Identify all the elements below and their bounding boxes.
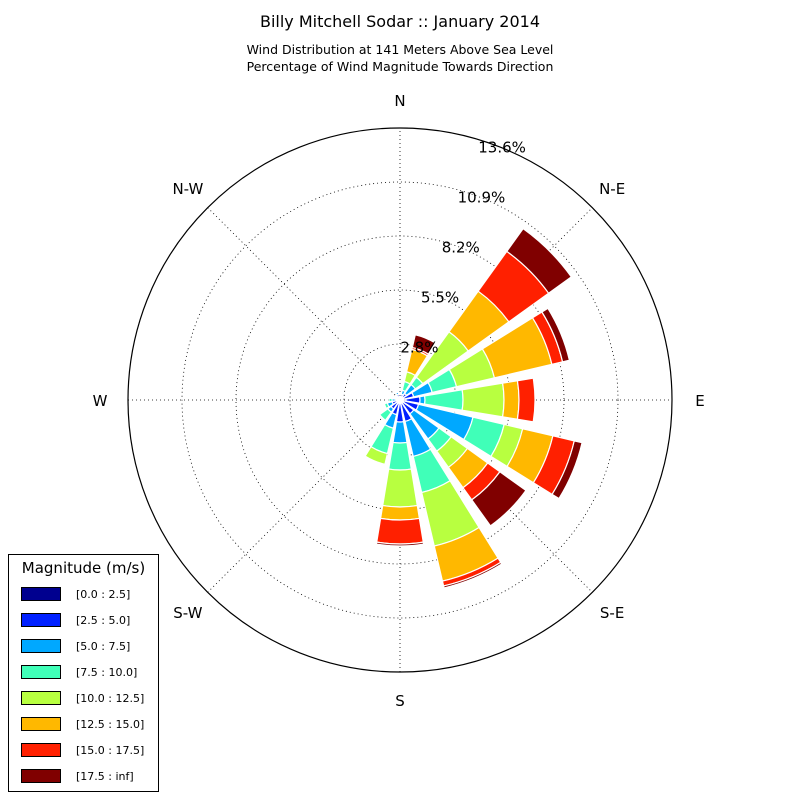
radial-tick-label: 5.5% bbox=[421, 288, 459, 306]
bar-dir-180-bin-7 bbox=[375, 541, 425, 547]
radial-tick-label: 13.6% bbox=[478, 139, 526, 157]
legend-label-5: [12.5 : 15.0] bbox=[76, 718, 145, 731]
direction-label-s: S bbox=[395, 692, 405, 710]
legend-label-3: [7.5 : 10.0] bbox=[76, 666, 138, 679]
bar-dir-67.5-bin-7 bbox=[541, 307, 571, 363]
bar-dir-135-bin-7 bbox=[470, 470, 527, 527]
legend-label-2: [5.0 : 7.5] bbox=[76, 640, 131, 653]
grid-ring bbox=[181, 181, 619, 619]
legend: Magnitude (m/s) [0.0 : 2.5] [2.5 : 5.0] … bbox=[8, 554, 159, 792]
bar-dir-157.5-bin-7 bbox=[442, 561, 503, 589]
radial-tick-label: 2.8% bbox=[400, 338, 438, 356]
direction-label-e: E bbox=[695, 392, 704, 410]
direction-label-s-e: S-E bbox=[600, 604, 624, 622]
bar-dir-337.5-bin-2 bbox=[394, 391, 400, 396]
polar-frame bbox=[127, 127, 673, 673]
bar-dir-90-bin-5 bbox=[501, 380, 520, 420]
bar-dir-22.5-bin-7 bbox=[411, 334, 437, 355]
legend-label-7: [17.5 : inf] bbox=[76, 770, 134, 783]
bar-dir-180-bin-3 bbox=[387, 441, 413, 471]
bar-dir-45-bin-7 bbox=[505, 227, 573, 295]
direction-label-n-e: N-E bbox=[599, 180, 625, 198]
legend-label-4: [10.0 : 12.5] bbox=[76, 692, 145, 705]
direction-label-n-w: N-W bbox=[172, 180, 203, 198]
bar-dir-90-bin-6 bbox=[516, 377, 536, 423]
legend-swatch-5 bbox=[21, 717, 61, 731]
legend-swatch-2 bbox=[21, 639, 61, 653]
legend-swatch-7 bbox=[21, 769, 61, 783]
grid-ring bbox=[235, 235, 565, 565]
legend-swatch-0 bbox=[21, 587, 61, 601]
bar-dir-180-bin-5 bbox=[379, 504, 421, 521]
bar-dir-180-bin-6 bbox=[376, 517, 424, 545]
bar-dir-112.5-bin-7 bbox=[551, 440, 583, 500]
direction-labels: N N-E E S-E S S-W W N-W bbox=[93, 92, 705, 710]
chart-subtitle: Wind Distribution at 141 Meters Above Se… bbox=[0, 41, 800, 75]
legend-swatch-6 bbox=[21, 743, 61, 757]
bar-dir-180-bin-2 bbox=[392, 421, 408, 444]
bar-dir-90-bin-4 bbox=[461, 382, 505, 418]
wind-bars bbox=[364, 227, 583, 589]
legend-title: Magnitude (m/s) bbox=[21, 559, 146, 577]
legend-swatch-3 bbox=[21, 665, 61, 679]
bar-dir-180-bin-4 bbox=[382, 468, 418, 508]
legend-label-1: [2.5 : 5.0] bbox=[76, 614, 131, 627]
bar-dir-270-bin-3 bbox=[388, 397, 393, 403]
legend-swatch-4 bbox=[21, 691, 61, 705]
legend-label-6: [15.0 : 17.5] bbox=[76, 744, 145, 757]
bar-dir-202.5-bin-4 bbox=[364, 445, 389, 465]
bar-dir-225-bin-3 bbox=[378, 407, 393, 422]
legend-label-0: [0.0 : 2.5] bbox=[76, 588, 131, 601]
legend-swatch-1 bbox=[21, 613, 61, 627]
direction-label-n: N bbox=[394, 92, 405, 110]
radial-tick-label: 10.9% bbox=[458, 189, 506, 207]
direction-label-w: W bbox=[93, 392, 108, 410]
bar-dir-90-bin-2 bbox=[419, 395, 426, 405]
bar-dir-247.5-bin-3 bbox=[383, 402, 390, 410]
chart-title: Billy Mitchell Sodar :: January 2014 bbox=[259, 12, 541, 31]
subtitle-line-1: Wind Distribution at 141 Meters Above Se… bbox=[246, 42, 554, 57]
direction-label-s-w: S-W bbox=[173, 604, 202, 622]
radial-tick-label: 8.2% bbox=[442, 238, 480, 256]
subtitle-line-2: Percentage of Wind Magnitude Towards Dir… bbox=[246, 59, 554, 74]
radial-tick-labels: 2.8% 5.5% 8.2% 10.9% 13.6% bbox=[400, 139, 526, 357]
